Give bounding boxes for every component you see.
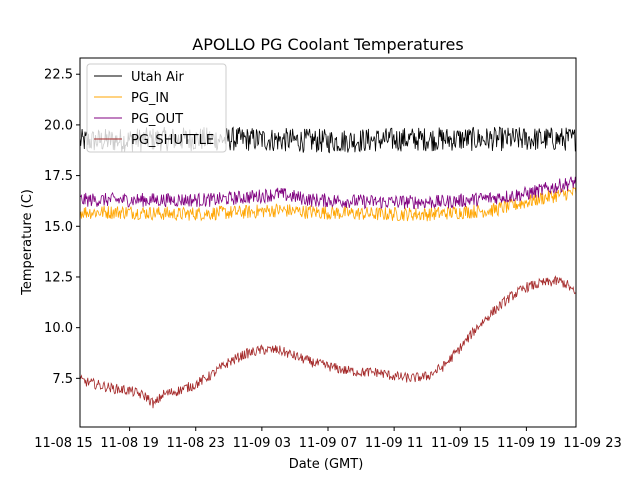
series-line-pg-in (79, 186, 577, 222)
chart-title: APOLLO PG Coolant Temperatures (192, 35, 463, 54)
x-tick-label: 11-09 23 (563, 436, 621, 451)
legend-label: PG_IN (131, 91, 169, 106)
y-tick-label: 22.5 (44, 68, 73, 83)
x-axis-label: Date (GMT) (289, 457, 364, 472)
y-axis-label: Temperature (C) (20, 189, 35, 296)
legend: Utah Air PG_IN PG_OUT PG_SHUTTLE (86, 63, 227, 153)
x-tick-label: 11-09 11 (365, 436, 423, 451)
x-axis-ticks: 11-08 15 11-08 19 11-08 23 11-09 03 11-09 07… (34, 427, 622, 451)
legend-label: PG_SHUTTLE (131, 133, 214, 148)
series-line-pg-shuttle (79, 275, 577, 409)
y-tick-label: 20.0 (44, 118, 73, 133)
x-tick-label: 11-08 19 (100, 436, 158, 451)
y-tick-label: 12.5 (44, 270, 73, 285)
x-tick-label: 11-09 07 (299, 436, 357, 451)
x-tick-label: 11-08 15 (34, 436, 92, 451)
legend-label: Utah Air (131, 70, 184, 85)
y-tick-label: 10.0 (44, 321, 73, 336)
series-line-pg-out (79, 176, 577, 210)
legend-label: PG_OUT (131, 112, 183, 127)
x-tick-label: 11-09 15 (431, 436, 489, 451)
x-tick-label: 11-08 23 (167, 436, 225, 451)
y-axis-ticks: 7.5 10.0 12.5 15.0 17.5 20.0 22.5 (44, 68, 80, 387)
x-tick-label: 11-09 19 (497, 436, 555, 451)
y-tick-label: 7.5 (52, 372, 73, 387)
y-tick-label: 15.0 (44, 220, 73, 235)
legend-box (86, 63, 227, 153)
y-tick-label: 17.5 (44, 169, 73, 184)
x-tick-label: 11-09 03 (233, 436, 291, 451)
